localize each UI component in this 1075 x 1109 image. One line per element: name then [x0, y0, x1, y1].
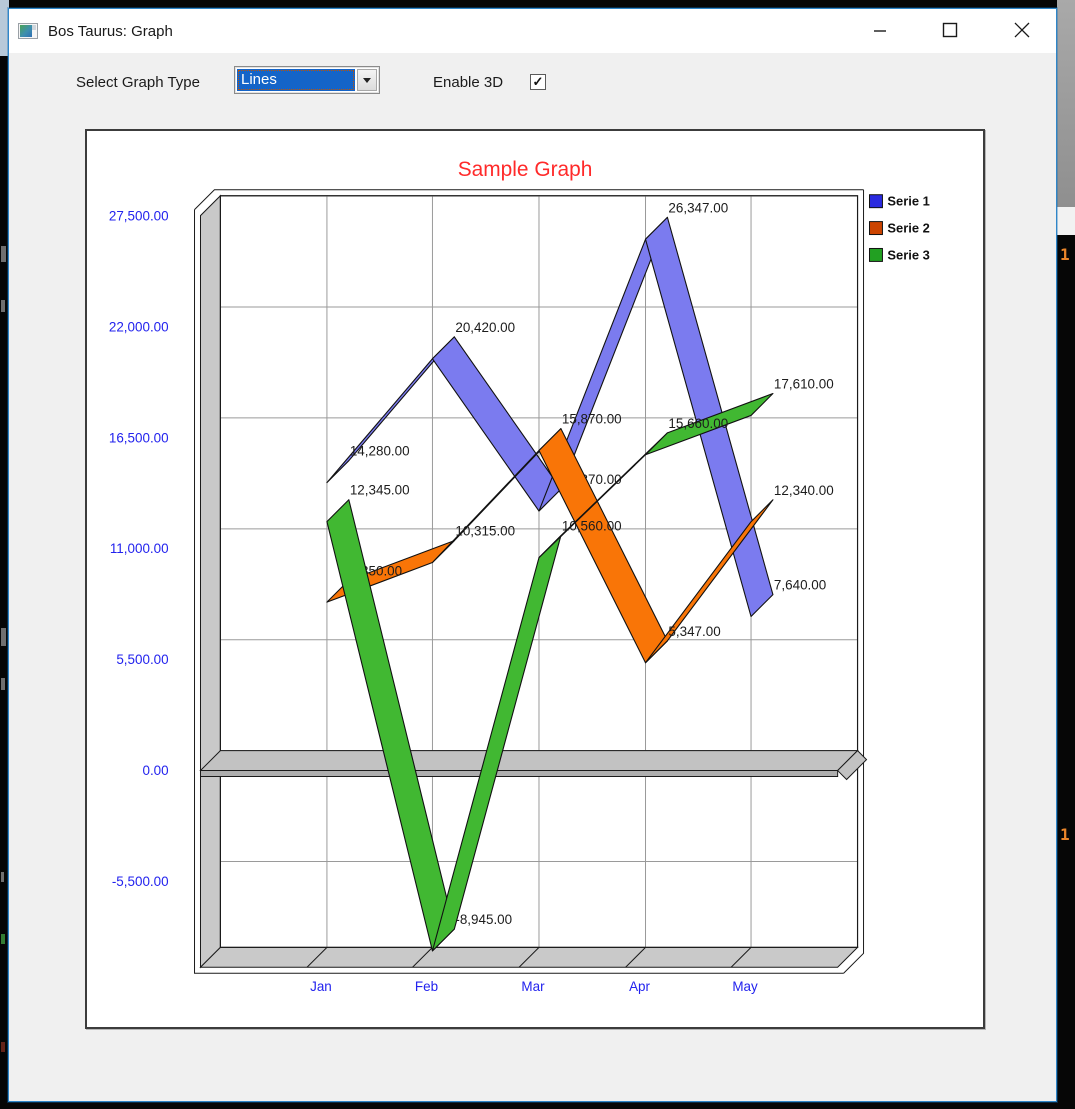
- zero-plane-cap: [836, 749, 868, 781]
- window-title: Bos Taurus: Graph: [48, 22, 173, 40]
- back-wall-border: [219, 195, 859, 948]
- value-label: 5,347.00: [668, 624, 720, 639]
- y-axis-tick-label: 27,500.00: [109, 209, 169, 224]
- graph-type-label: Select Graph Type: [76, 74, 200, 91]
- background-fragment: [1, 872, 4, 882]
- x-axis-tick-3d: [518, 947, 540, 968]
- legend-swatch: [869, 247, 883, 262]
- value-label: 15,660.00: [668, 416, 728, 431]
- app-icon-picture: [20, 25, 32, 37]
- legend-swatch: [869, 221, 883, 236]
- ribbon-serie3-seg4: [644, 392, 774, 456]
- background-fragment: [1, 934, 5, 944]
- y-axis-tick-label: -5,500.00: [112, 874, 169, 889]
- legend-label: Serie 1: [887, 194, 929, 209]
- window-minimize-button[interactable]: [863, 15, 897, 45]
- background-strip-right: [1057, 0, 1075, 207]
- x-axis-tick-3d: [412, 947, 433, 968]
- graph-type-selected-value: Lines: [237, 69, 355, 91]
- window-maximize-button[interactable]: [933, 15, 967, 45]
- x-axis-label: Mar: [521, 979, 545, 994]
- enable-3d-label: Enable 3D: [433, 74, 504, 91]
- x-axis-label: Jan: [310, 979, 332, 994]
- chevron-down-icon: [363, 77, 371, 83]
- x-axis-label: May: [732, 979, 758, 994]
- series-3: 12,345.00 -8,945.00 10,560.00 15,660.00 17,6…: [326, 377, 834, 952]
- y-axis-tick-label: 22,000.00: [109, 319, 169, 334]
- background-fragment: [1, 246, 6, 262]
- background-fragment: [1, 628, 6, 646]
- value-label: 17,610.00: [774, 377, 834, 392]
- background-fragment: [1, 300, 5, 312]
- value-label: -8,945.00: [455, 912, 512, 927]
- value-label: 7,640.00: [774, 578, 826, 593]
- minimize-icon: [874, 30, 886, 32]
- x-axis-tick-3d: [306, 947, 328, 968]
- value-label: 10,560.00: [562, 519, 622, 534]
- box-outer-frame: [194, 189, 865, 974]
- value-label: 10,315.00: [455, 524, 515, 539]
- y-axis-tick-label: 16,500.00: [109, 430, 169, 445]
- zero-plane-top: [199, 750, 859, 772]
- value-label: 20,420.00: [455, 320, 515, 335]
- value-label: 26,347.00: [668, 200, 728, 215]
- background-fragment: [1, 678, 5, 690]
- left-wall: [199, 194, 221, 969]
- x-axis-tick-3d: [730, 947, 752, 968]
- title-bar[interactable]: Bos Taurus: Graph: [9, 9, 1056, 53]
- x-axis-tick-3d: [625, 947, 646, 968]
- y-axis-tick-label: 0.00: [142, 763, 168, 778]
- background-strip-right-light: [1057, 207, 1075, 235]
- value-label: 14,280.00: [350, 444, 410, 459]
- graph-type-select[interactable]: Lines: [234, 66, 380, 94]
- legend-swatch: [869, 194, 883, 209]
- app-icon: [18, 23, 38, 39]
- x-axis-label: Feb: [415, 979, 438, 994]
- background-text-fragment: 1: [1060, 245, 1070, 264]
- enable-3d-checkbox[interactable]: ✓: [530, 74, 546, 90]
- combo-dropdown-button[interactable]: [357, 69, 377, 91]
- value-label: 15,870.00: [562, 412, 622, 427]
- legend-label: Serie 3: [887, 247, 929, 262]
- chart-svg: 14,280.0020,420.0012,870.0026,347.007,64…: [109, 158, 930, 994]
- background-text-fragment: 1: [1060, 825, 1070, 844]
- background-strip-left: [0, 0, 9, 56]
- value-label: 12,345.00: [350, 483, 410, 498]
- chart-title: Sample Graph: [458, 158, 593, 181]
- app-icon-panel: [32, 25, 36, 30]
- ribbon-serie2-seg4: [644, 499, 774, 664]
- legend-label: Serie 2: [887, 221, 929, 236]
- app-window: Bos Taurus: Graph Select Graph Type Line…: [8, 8, 1057, 1102]
- zero-plane-front: [199, 770, 839, 778]
- y-axis-tick-label: 11,000.00: [110, 541, 169, 556]
- maximize-icon: [942, 22, 958, 38]
- y-axis-tick-label: 5,500.00: [116, 652, 168, 667]
- chart-panel: 14,280.00 20,420.00 12,870.00 26,347.00 7,64…: [85, 129, 985, 1029]
- value-label: 12,340.00: [774, 483, 834, 498]
- toolbar: Select Graph Type Lines Enable 3D ✓: [9, 53, 1056, 115]
- close-icon: [1014, 22, 1030, 38]
- window-close-button[interactable]: [1005, 15, 1039, 45]
- x-axis-label: Apr: [629, 979, 650, 994]
- background-fragment: [1, 1042, 5, 1052]
